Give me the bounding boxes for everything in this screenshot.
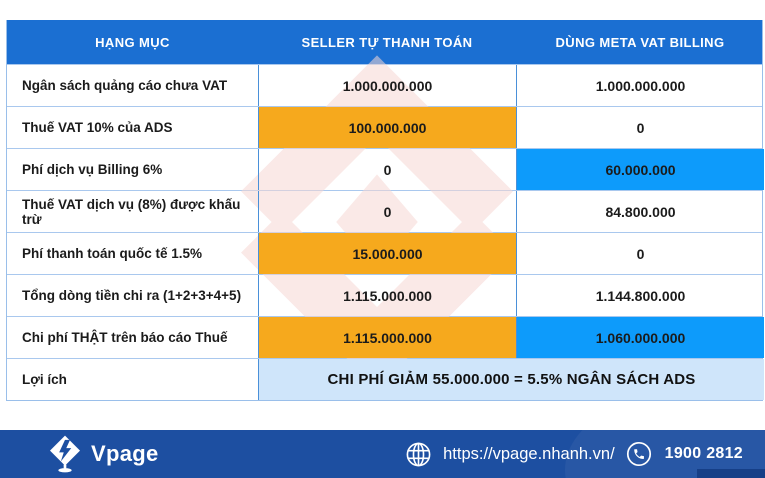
header-seller-self-pay: SELLER TỰ THANH TOÁN: [301, 34, 473, 50]
benefit-row: Lợi ích CHI PHÍ GIẢM 55.000.000 = 5.5% N…: [7, 358, 764, 400]
header-meta-vat-billing: DÙNG META VAT BILLING: [555, 34, 725, 50]
row-label: Chi phí THẬT trên báo cáo Thuế: [22, 330, 228, 345]
meta-value-cell: 84.800.000: [516, 191, 764, 232]
contact-block: https://vpage.nhanh.vn/ 1900 2812: [405, 441, 743, 468]
table-row: Tổng dòng tiền chi ra (1+2+3+4+5) 1.115.…: [7, 274, 762, 316]
seller-value-cell: 0: [258, 191, 516, 232]
seller-value-cell: 0: [258, 149, 516, 190]
benefit-value: CHI PHÍ GIẢM 55.000.000 = 5.5% NGÂN SÁCH…: [258, 359, 764, 400]
seller-value-cell: 100.000.000: [258, 107, 516, 148]
header-category: HẠNG MỤC: [95, 34, 170, 50]
meta-value-cell: 1.060.000.000: [516, 317, 764, 358]
table-row: Thuế VAT 10% của ADS 100.000.000 0: [7, 106, 762, 148]
brand-name: Vpage: [91, 441, 159, 466]
brand-block: Vpage: [48, 434, 159, 474]
benefit-label: Lợi ích: [7, 359, 258, 400]
table-header-row: HẠNG MỤC SELLER TỰ THANH TOÁN DÙNG META …: [7, 20, 762, 64]
meta-value-cell: 1.144.800.000: [516, 275, 764, 316]
meta-value-cell: 0: [516, 233, 764, 274]
website-url[interactable]: https://vpage.nhanh.vn/: [443, 444, 615, 463]
seller-value-cell: 1.115.000.000: [258, 317, 516, 358]
row-label: Tổng dòng tiền chi ra (1+2+3+4+5): [22, 288, 242, 303]
table-body: Ngân sách quảng cáo chưa VAT 1.000.000.0…: [7, 55, 764, 389]
seller-value-cell: 15.000.000: [258, 233, 516, 274]
footer-bar: Vpage https://vpage.nhanh.vn/: [0, 430, 765, 478]
seller-value-cell: 1.115.000.000: [258, 275, 516, 316]
table-row: Ngân sách quảng cáo chưa VAT 1.000.000.0…: [7, 64, 762, 106]
phone-number[interactable]: 1900 2812: [664, 445, 743, 462]
vpage-logo-icon: [48, 434, 82, 474]
table-row: Thuế VAT dịch vụ (8%) được khấu trừ 0 84…: [7, 190, 762, 232]
meta-value-cell: 0: [516, 107, 764, 148]
seller-value-cell: 1.000.000.000: [258, 65, 516, 106]
meta-value-cell: 60.000.000: [516, 149, 764, 190]
meta-value-cell: 1.000.000.000: [516, 65, 764, 106]
comparison-table: HẠNG MỤC SELLER TỰ THANH TOÁN DÙNG META …: [6, 20, 764, 401]
table-row: Phí thanh toán quốc tế 1.5% 15.000.000 0: [7, 232, 762, 274]
table-row: Chi phí THẬT trên báo cáo Thuế 1.115.000…: [7, 316, 764, 358]
row-label: Thuế VAT 10% của ADS: [22, 120, 173, 135]
globe-icon: [405, 441, 432, 468]
row-label: Phí thanh toán quốc tế 1.5%: [22, 246, 203, 261]
row-label: Thuế VAT dịch vụ (8%) được khấu trừ: [22, 196, 241, 227]
table-row: Phí dịch vụ Billing 6% 0 60.000.000: [7, 148, 764, 190]
row-label: Phí dịch vụ Billing 6%: [22, 162, 163, 177]
phone-icon: [626, 441, 652, 467]
row-label: Ngân sách quảng cáo chưa VAT: [22, 78, 228, 93]
